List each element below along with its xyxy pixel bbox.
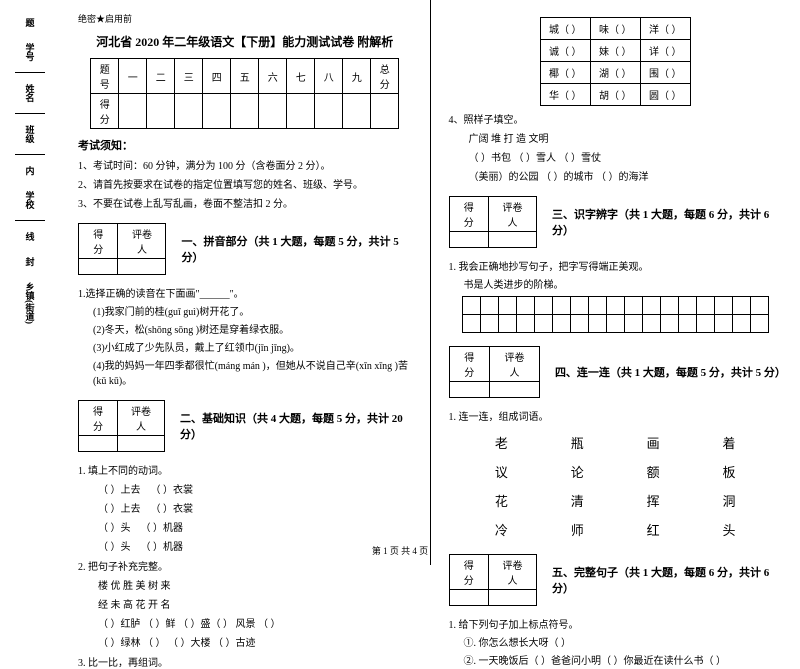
margin-label: 线 xyxy=(24,232,37,241)
question-stem: 1. 填上不同的动词。 xyxy=(78,462,412,477)
question-stem: 1. 我会正确地抄写句子，把字写得端正美观。 xyxy=(449,258,783,273)
margin-label: 封 xyxy=(24,257,37,266)
section-title: 一、拼音部分（共 1 大题，每题 5 分，共计 5 分） xyxy=(181,233,411,265)
score-table: 题号一二 三四五 六七八 九总分 得分 xyxy=(90,58,399,129)
binding-margin: 题 学号 姓名 班级 内 学校 线 封 乡镇(街道) xyxy=(0,0,60,565)
margin-label: 乡镇(街道) xyxy=(24,282,37,324)
margin-line xyxy=(15,72,45,73)
question-stem: 1.选择正确的读音在下面画"______"。 xyxy=(78,285,412,300)
question-stem: 4、照样子填空。 xyxy=(449,111,783,126)
sub-item: (3)小红成了少先队员，戴上了红领巾(jīn jīng)。 xyxy=(93,339,412,354)
sub-item: ①. 你怎么想长大呀（ ） xyxy=(464,634,783,649)
section-title: 三、识字辨字（共 1 大题，每题 6 分，共计 6 分） xyxy=(552,206,782,238)
margin-label: 内 xyxy=(24,166,37,175)
notice-item: 3、不要在试卷上乱写乱画，卷面不整洁扣 2 分。 xyxy=(78,195,412,210)
section-title: 五、完整句子（共 1 大题，每题 6 分，共计 6 分） xyxy=(552,564,782,596)
score-box: 得分评卷人 xyxy=(78,223,166,275)
margin-label: 学校 xyxy=(24,191,37,209)
score-box: 得分评卷人 xyxy=(449,346,540,398)
char-comparison-table: 城（ ）味（ ）洋（ ） 诚（ ）妹（ ）详（ ） 椰（ ）湖（ ）围（ ） 华… xyxy=(540,17,691,106)
match-row: 花清挥洞 xyxy=(464,491,768,510)
margin-label: 班级 xyxy=(24,125,37,143)
section-title: 四、连一连（共 1 大题，每题 5 分，共计 5 分） xyxy=(555,364,782,380)
margin-label: 姓名 xyxy=(24,84,37,102)
margin-line xyxy=(15,220,45,221)
secret-label: 绝密★启用前 xyxy=(78,12,412,25)
page-footer: 第 1 页 共 4 页 xyxy=(0,544,800,557)
question-stem: 3. 比一比，再组词。 xyxy=(78,654,412,669)
notice-title: 考试须知： xyxy=(78,137,412,153)
sub-item: (1)我家门前的桂(guī guì)树开花了。 xyxy=(93,303,412,318)
match-row: 议论额板 xyxy=(464,462,768,481)
match-row: 冷师红头 xyxy=(464,520,768,539)
notice-item: 1、考试时间：60 分钟，满分为 100 分（含卷面分 2 分）。 xyxy=(78,157,412,172)
writing-grid xyxy=(462,296,769,333)
score-box: 得分评卷人 xyxy=(78,400,165,452)
question-stem: 1. 给下列句子加上标点符号。 xyxy=(449,616,783,631)
sub-item: (4)我的妈妈一年四季都很忙(máng mán )，但她从不说自己辛(xīn x… xyxy=(93,357,412,387)
question-stem: 2. 把句子补充完整。 xyxy=(78,558,412,573)
notice-item: 2、请首先按要求在试卷的指定位置填写您的姓名、班级、学号。 xyxy=(78,176,412,191)
match-row: 老瓶画着 xyxy=(464,433,768,452)
score-box: 得分评卷人 xyxy=(449,554,537,606)
sub-item: ②. 一天晚饭后（ ）爸爸问小明（ ）你最近在读什么书（ ） xyxy=(464,652,783,667)
question-stem: 1. 连一连，组成词语。 xyxy=(449,408,783,423)
left-column: 绝密★启用前 河北省 2020 年二年级语文【下册】能力测试试卷 附解析 题号一… xyxy=(60,0,430,565)
margin-label: 学号 xyxy=(24,43,37,61)
right-column: 城（ ）味（ ）洋（ ） 诚（ ）妹（ ）详（ ） 椰（ ）湖（ ）围（ ） 华… xyxy=(431,0,800,565)
copy-text: 书是人类进步的阶梯。 xyxy=(464,276,783,291)
margin-label: 题 xyxy=(24,18,37,27)
exam-title: 河北省 2020 年二年级语文【下册】能力测试试卷 附解析 xyxy=(78,33,412,50)
sub-item: (2)冬天，松(shōng sōng )树还是穿着绿衣服。 xyxy=(93,321,412,336)
section-title: 二、基础知识（共 4 大题，每题 5 分，共计 20 分） xyxy=(180,410,411,442)
margin-line xyxy=(15,154,45,155)
margin-line xyxy=(15,113,45,114)
score-box: 得分评卷人 xyxy=(449,196,537,248)
